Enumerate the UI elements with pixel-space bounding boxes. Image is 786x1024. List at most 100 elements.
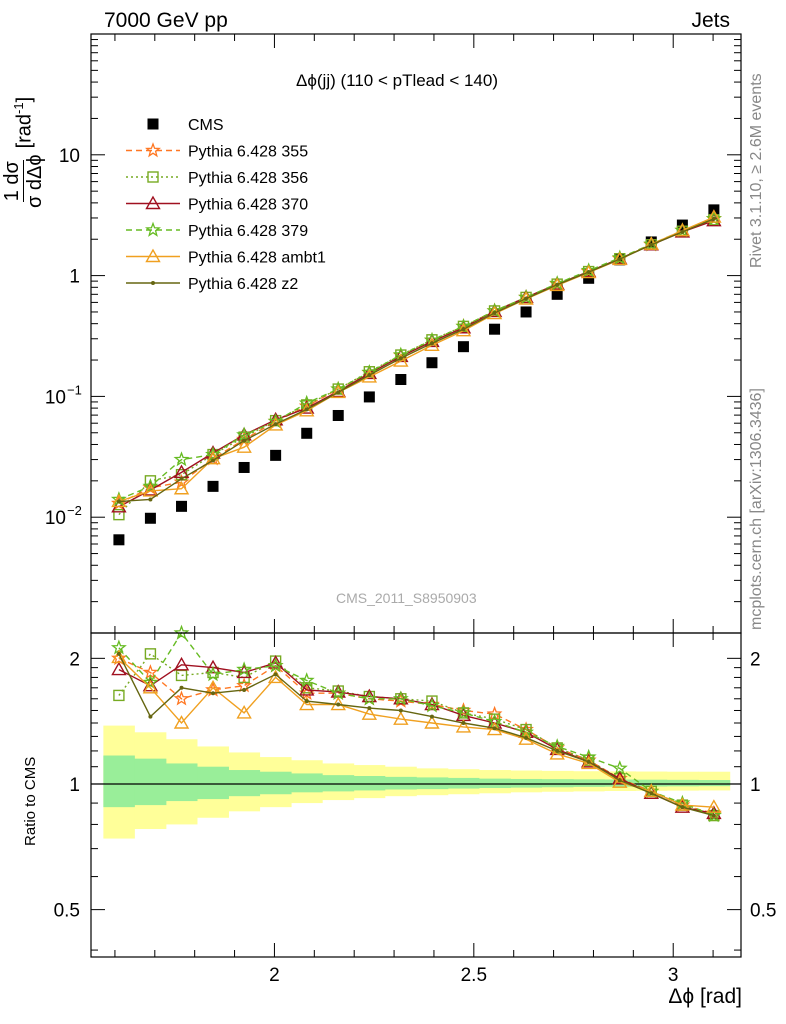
legend-label: CMS <box>188 117 224 134</box>
ratio-uncertainty-bands <box>103 725 731 839</box>
main-point <box>395 374 407 386</box>
ratio-point <box>173 624 190 640</box>
main-point <box>330 384 346 399</box>
main-point <box>211 458 216 463</box>
ratio-panel-series <box>110 624 722 823</box>
ratio-point <box>299 682 315 696</box>
main-point <box>398 356 403 361</box>
legend-label: Pythia 6.428 356 <box>188 170 308 187</box>
main-point <box>148 497 153 502</box>
stat-band-bin-9 <box>384 776 417 790</box>
legend-swatch-marker <box>147 171 159 183</box>
stat-band-bin-14 <box>541 779 574 788</box>
main-point <box>583 272 595 284</box>
ratio-point <box>518 723 534 739</box>
main-point <box>486 305 503 320</box>
ratio-point <box>110 649 127 666</box>
ratio-point <box>242 687 247 692</box>
main-series-line <box>118 218 715 503</box>
stat-band-bin-15 <box>573 779 605 787</box>
ratio-point <box>142 679 159 694</box>
main-y-tick-label: 10 <box>45 508 66 529</box>
legend-swatch-marker <box>145 221 161 237</box>
ratio-point <box>617 778 622 783</box>
main-point <box>273 422 278 427</box>
legend-item: Pythia 6.428 379 <box>126 221 308 240</box>
stat-band-bin-17 <box>635 779 668 787</box>
ratio-point <box>455 704 472 720</box>
ratio-point <box>361 690 378 706</box>
main-panel-series <box>110 204 722 546</box>
header-right-label: Jets <box>691 9 730 32</box>
main-point <box>580 264 597 279</box>
main-point <box>205 446 221 462</box>
main-point <box>429 341 434 346</box>
legend-label: Pythia 6.428 z2 <box>188 276 298 293</box>
legend-item: Pythia 6.428 356 <box>126 170 308 187</box>
main-point <box>336 390 341 395</box>
y-axis-unit-close: ] <box>13 96 36 103</box>
main-point <box>142 478 159 494</box>
main-point <box>706 209 722 223</box>
y-axis-unit-exponent: -1 <box>10 102 26 114</box>
main-point <box>612 251 628 266</box>
ratio-point <box>455 718 472 733</box>
main-point <box>113 534 125 546</box>
main-y-tick-label: 10 <box>59 146 80 167</box>
chart-title: Δϕ(jj) (110 < pTlead < 140) <box>296 71 498 90</box>
legend-swatch-marker <box>145 248 161 263</box>
stat-band-bin-5 <box>259 771 292 795</box>
ratio-point <box>549 746 565 760</box>
ratio-panel-frame <box>90 632 742 958</box>
ratio-y-tick-label-right: 0.5 <box>750 901 776 922</box>
ratio-point <box>674 797 691 811</box>
main-point <box>457 341 469 353</box>
ratio-point <box>173 656 190 671</box>
ratio-point <box>299 696 315 711</box>
x-tick-label: 2 <box>269 965 280 986</box>
ratio-point <box>398 708 403 713</box>
ratio-point <box>148 714 153 719</box>
main-point <box>549 277 565 292</box>
legend-swatch-marker <box>145 195 161 210</box>
ratio-point <box>298 672 315 688</box>
legend-label: Pythia 6.428 370 <box>188 197 308 214</box>
axis-ticks <box>91 34 741 957</box>
legend-item: Pythia 6.428 ambt1 <box>126 248 326 267</box>
ratio-point <box>361 706 378 720</box>
legend-item: CMS <box>147 117 224 134</box>
main-y-tick-label: 1 <box>69 267 80 288</box>
y-axis-unit: [rad <box>13 113 36 149</box>
ratio-point <box>113 689 125 702</box>
ratio-y-tick-label-right: 1 <box>750 775 761 796</box>
main-point <box>144 512 156 524</box>
ratio-point <box>236 661 253 677</box>
main-y-tick-exponent: −2 <box>67 503 82 518</box>
ratio-point <box>173 715 190 729</box>
legend-label: Pythia 6.428 355 <box>188 144 308 161</box>
ratio-point <box>424 697 440 713</box>
ratio-point <box>142 674 159 690</box>
stat-band-bin-1 <box>134 758 167 806</box>
ratio-point <box>649 791 654 796</box>
stat-band-bin-4 <box>228 770 261 797</box>
ratio-point <box>492 726 497 731</box>
main-point <box>492 311 497 316</box>
ratio-point <box>304 699 309 704</box>
legend-item: Pythia 6.428 z2 <box>126 276 298 293</box>
main-point <box>649 242 654 247</box>
ratio-y-tick-label-right: 2 <box>750 649 761 670</box>
main-y-tick-label: 10 <box>45 387 66 408</box>
ratio-point <box>144 648 157 660</box>
ratio-point <box>211 691 216 696</box>
panel-frames <box>90 33 742 958</box>
main-point <box>645 236 657 248</box>
ratio-point <box>179 685 184 690</box>
main-point <box>142 483 159 497</box>
ratio-point <box>393 690 409 705</box>
main-point <box>179 476 184 481</box>
ratio-series-line <box>118 662 715 815</box>
ratio-point <box>173 690 190 706</box>
legend: CMS Pythia 6.428 355 Pythia 6.428 356 Pythi… <box>126 117 326 293</box>
